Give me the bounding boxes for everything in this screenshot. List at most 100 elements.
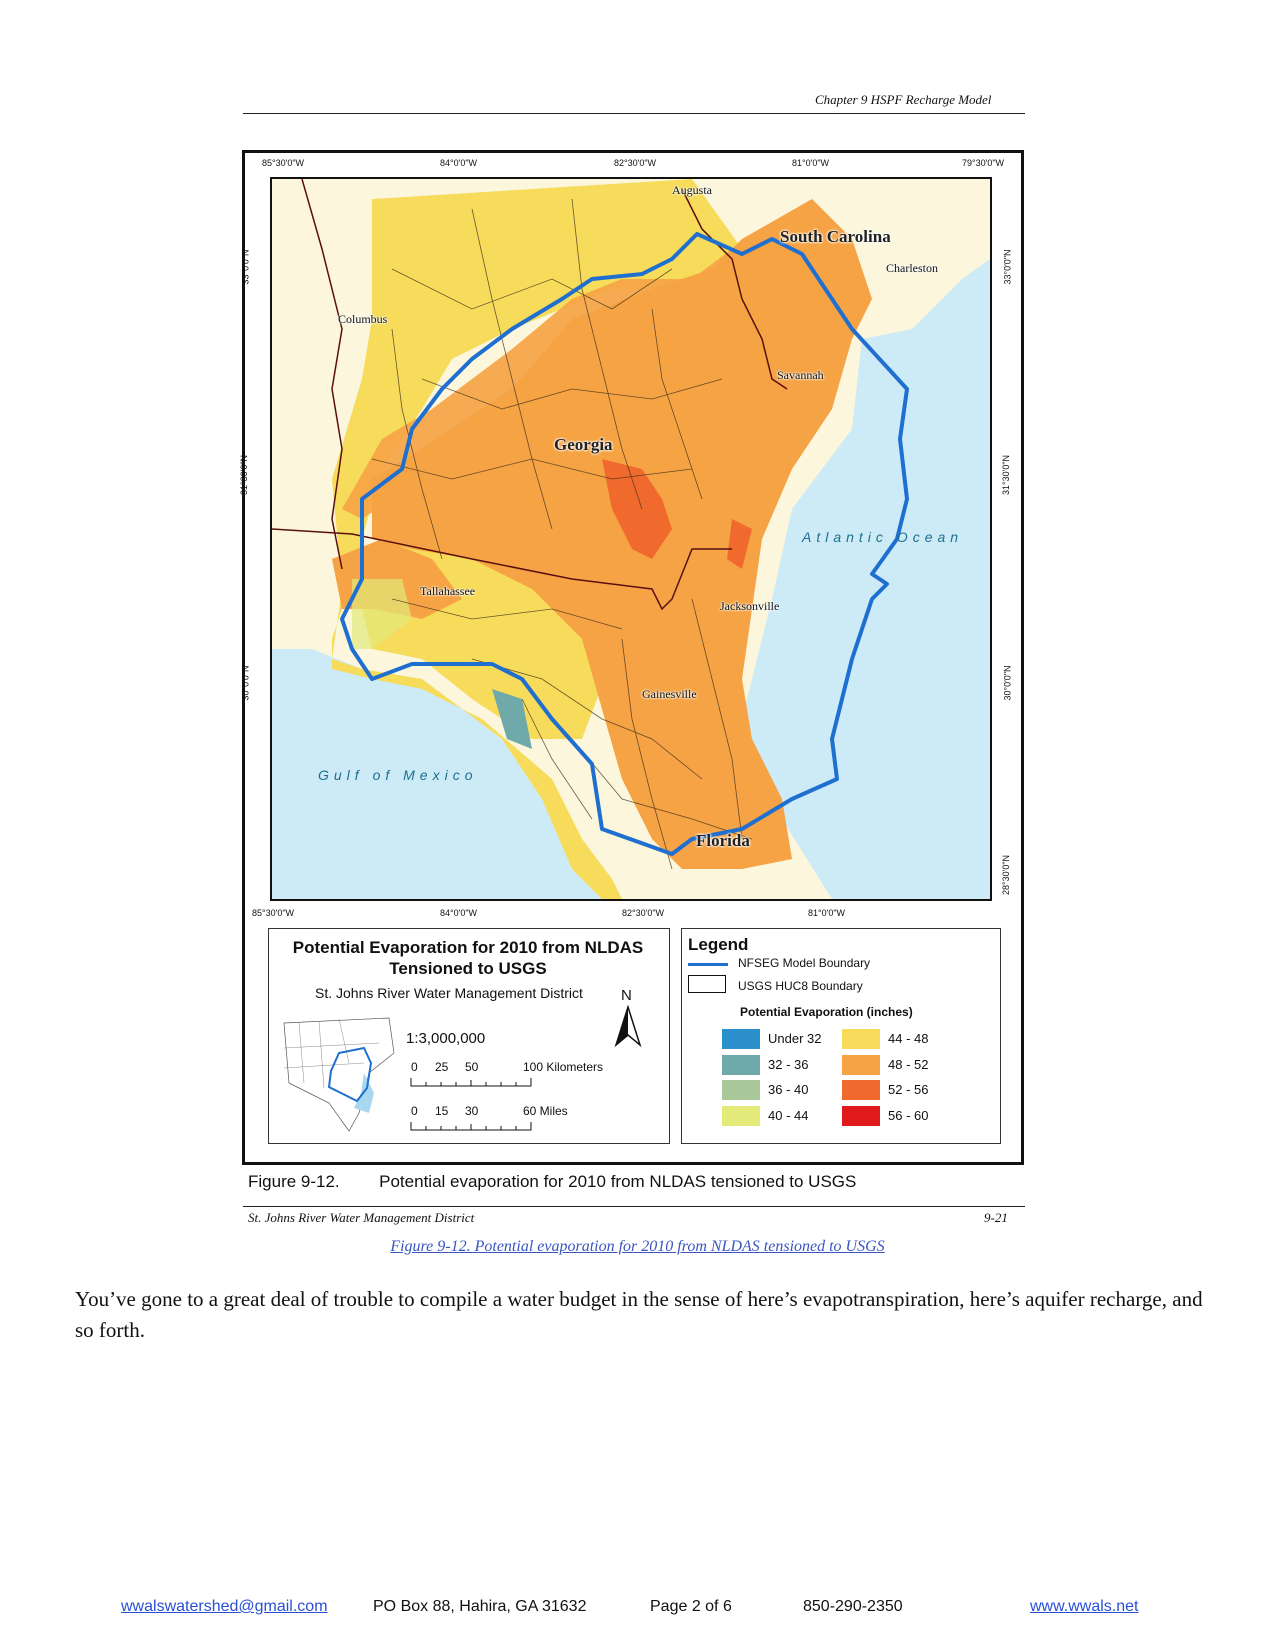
footer-website-wrap: www.wwals.net [1030, 1598, 1138, 1616]
state-line [272, 528, 732, 611]
coord-bottom: 81°0'0"W [808, 908, 846, 918]
label-jacksonville: Jacksonville [720, 599, 780, 613]
figure-footer-rule [243, 1206, 1025, 1207]
legend-huc8: USGS HUC8 Boundary [738, 979, 863, 993]
label-columbus: Columbus [338, 312, 388, 326]
coord-left: 31°30'0"N [239, 454, 250, 496]
legend-class-label: 52 - 56 [888, 1082, 929, 1097]
coord-bottom: 82°30'0"W [622, 908, 665, 918]
label-gainesville: Gainesville [642, 687, 697, 701]
zone-32-36 [492, 689, 532, 749]
legend-nfseg: NFSEG Model Boundary [738, 956, 871, 970]
swatch-48-52 [842, 1055, 880, 1075]
zone-40-44 [352, 579, 412, 649]
huc8-lines [371, 198, 753, 870]
header-rule [243, 113, 1025, 114]
label-florida: Florida [696, 831, 750, 850]
north-label: N [621, 987, 632, 1004]
mi-tick: 30 [465, 1104, 479, 1118]
km-tick: 25 [435, 1060, 449, 1074]
km-tick: 50 [465, 1060, 479, 1074]
legend-class-label: 40 - 44 [768, 1108, 809, 1123]
legend-class-label: 56 - 60 [888, 1108, 929, 1123]
km-tick: 100 Kilometers [523, 1060, 604, 1074]
chapter-header: Chapter 9 HSPF Recharge Model [815, 92, 992, 107]
evaporation-map: Augusta Charleston Columbus Savannah Tal… [270, 177, 992, 901]
map-legend: Legend NFSEG Model Boundary USGS HUC8 Bo… [681, 928, 1001, 1144]
map-title: Potential Evaporation for 2010 from NLDA… [269, 937, 667, 979]
scale-ratio: 1:3,000,000 [406, 1030, 486, 1047]
coord-left: 33°0'0"N [240, 249, 251, 285]
zone-44-48 [332, 179, 742, 899]
sc-ga-line [681, 188, 788, 390]
mi-tick: 0 [411, 1104, 418, 1118]
label-tallahassee: Tallahassee [420, 584, 476, 598]
legend-class-label: Under 32 [768, 1031, 822, 1046]
label-gulf: Gulf of Mexico [318, 767, 478, 783]
legend-class-label: 44 - 48 [888, 1031, 929, 1046]
swatch-36-40 [722, 1080, 760, 1100]
coord-right: 31°30'0"N [1001, 454, 1012, 496]
swatch-under-32 [722, 1029, 760, 1049]
body-paragraph: You’ve gone to a great deal of trouble t… [75, 1287, 1203, 1342]
label-georgia: Georgia [554, 435, 613, 454]
caption-text: Potential evaporation for 2010 from NLDA… [379, 1172, 857, 1191]
agency-name: St. Johns River Water Management Distric… [315, 985, 583, 1001]
swatch-32-36 [722, 1055, 760, 1075]
al-ga-line [301, 179, 343, 570]
zone-48-52-b [342, 209, 832, 579]
legend-pe-title: Potential Evaporation (inches) [740, 1005, 913, 1019]
zone-52-56-b [727, 519, 752, 569]
legend-class-label: 32 - 36 [768, 1057, 809, 1072]
mi-scale-bar [410, 1122, 532, 1131]
figure-link[interactable]: Figure 9-12. Potential evaporation for 2… [390, 1238, 885, 1255]
nfseg-line-icon [688, 963, 728, 966]
coord-bottom: 85°30'0"W [252, 908, 295, 918]
map-graphic [272, 179, 990, 899]
caption-number: Figure 9-12. [248, 1172, 340, 1191]
coord-top: 79°30'0"W [962, 158, 1005, 168]
inset-map [279, 1013, 399, 1133]
swatch-40-44 [722, 1106, 760, 1126]
swatch-52-56 [842, 1080, 880, 1100]
zone-52-56 [602, 459, 672, 559]
legend-class-label: 48 - 52 [888, 1057, 929, 1072]
coord-right: 33°0'0"N [1002, 249, 1013, 285]
figure-footer-org: St. Johns River Water Management Distric… [248, 1210, 475, 1225]
label-charleston: Charleston [886, 261, 938, 275]
huc8-box-icon [688, 975, 726, 993]
nfseg-boundary [340, 232, 909, 856]
map-title-line2: Tensioned to USGS [389, 959, 547, 978]
figure-caption: Figure 9-12. Potential evaporation for 2… [248, 1172, 856, 1192]
footer-website-link[interactable]: www.wwals.net [1030, 1598, 1139, 1615]
coord-right: 28°30'0"N [1001, 854, 1012, 896]
swatch-56-60 [842, 1106, 880, 1126]
legend-class-label: 36 - 40 [768, 1082, 809, 1097]
map-title-line1: Potential Evaporation for 2010 from NLDA… [292, 938, 644, 957]
footer-email-wrap: wwalswatershed@gmail.com [121, 1598, 328, 1616]
footer-page-number: Page 2 of 6 [650, 1598, 732, 1615]
footer-phone: 850-290-2350 [803, 1598, 903, 1615]
coord-top: 82°30'0"W [614, 158, 657, 168]
footer-address: PO Box 88, Hahira, GA 31632 [373, 1598, 587, 1615]
mi-tick: 60 Miles [523, 1104, 568, 1118]
label-atlantic: Atlantic Ocean [802, 529, 964, 545]
footer-email-link[interactable]: wwalswatershed@gmail.com [121, 1598, 328, 1615]
km-scale-bar [410, 1078, 532, 1087]
km-tick: 0 [411, 1060, 418, 1074]
coord-bottom: 84°0'0"W [440, 908, 478, 918]
label-south-carolina: South Carolina [780, 227, 891, 246]
figure-footer-page: 9-21 [984, 1210, 1008, 1225]
mi-tick: 15 [435, 1104, 449, 1118]
legend-title: Legend [688, 935, 749, 954]
figure-frame [242, 150, 1024, 1165]
north-arrow-icon [614, 1005, 642, 1048]
swatch-44-48 [842, 1029, 880, 1049]
map-title-block: Potential Evaporation for 2010 from NLDA… [268, 928, 670, 1144]
label-savannah: Savannah [777, 368, 824, 382]
coord-left: 30°0'0"N [240, 665, 251, 701]
coord-top: 84°0'0"W [440, 158, 478, 168]
coord-right: 30°0'0"N [1002, 665, 1013, 701]
label-augusta: Augusta [672, 183, 712, 197]
coord-top: 81°0'0"W [792, 158, 830, 168]
